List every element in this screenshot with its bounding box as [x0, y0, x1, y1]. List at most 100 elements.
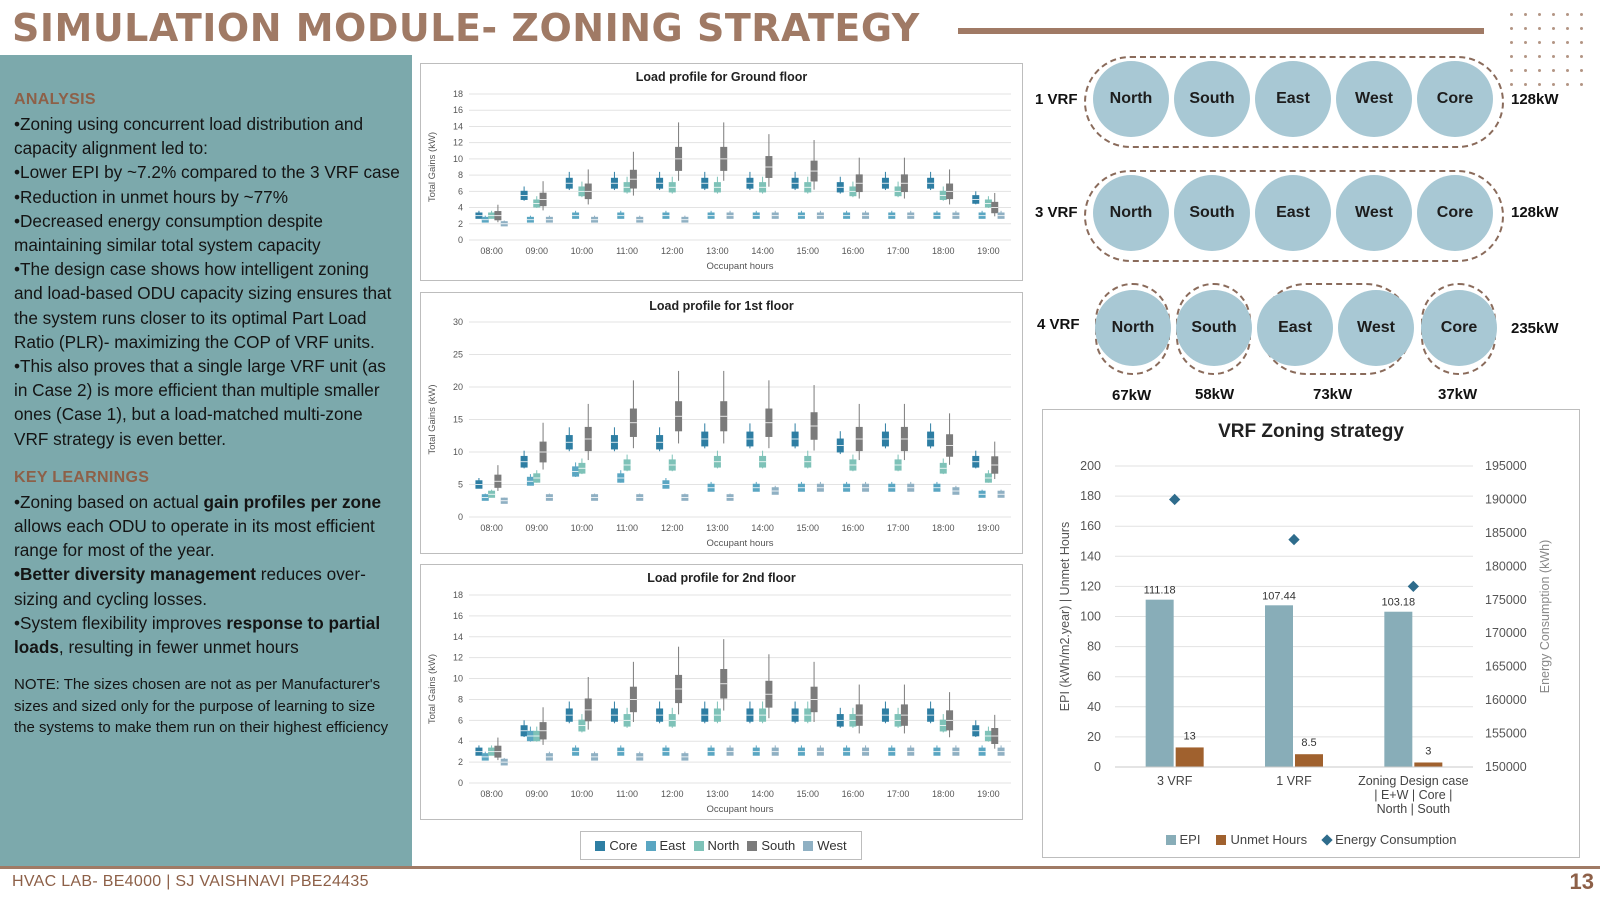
box-mark-east: [752, 745, 760, 756]
box-mark-core: [565, 171, 573, 191]
x-tick-label: 12:00: [661, 789, 684, 799]
legend-item-north: North: [693, 838, 739, 853]
box-mark-core: [610, 427, 618, 452]
box-mark-north: [488, 210, 496, 219]
box-mark-west: [545, 751, 553, 761]
box-mark-east: [843, 745, 851, 756]
energy-consumption-point: [1288, 533, 1300, 546]
box-mark-west: [907, 745, 915, 756]
box-mark-north: [578, 714, 586, 733]
zone-south: South: [1174, 175, 1250, 251]
y-tick-label: 12: [453, 653, 463, 663]
x-tick-label: 14:00: [751, 789, 774, 799]
box-mark-west: [500, 220, 508, 227]
x-tick-label: | E+W | Core |: [1374, 788, 1452, 802]
x-tick-label: 17:00: [887, 789, 910, 799]
decorative-dot: [1566, 41, 1569, 44]
key-learning-1: •Zoning based on actual gain profiles pe…: [14, 491, 382, 561]
box-mark-north: [623, 454, 631, 472]
y-tick-label: 0: [458, 235, 463, 245]
zone-west: West: [1336, 175, 1412, 251]
decorative-dot: [1538, 13, 1541, 16]
decorative-dot: [1538, 83, 1541, 86]
epi-data-label: 103.18: [1382, 597, 1416, 609]
zone-south: South: [1176, 290, 1252, 366]
box-mark-south: [720, 122, 728, 181]
decorative-dot: [1524, 13, 1527, 16]
box-mark-south: [855, 157, 863, 199]
footer-divider: [0, 866, 1600, 869]
box-mark-north: [849, 181, 857, 198]
decorative-dot: [1566, 55, 1569, 58]
box-mark-south: [765, 654, 773, 719]
decorative-dot: [1510, 83, 1513, 86]
box-mark-east: [572, 745, 580, 756]
box-mark-north: [668, 707, 676, 728]
box-mark-west: [997, 210, 1005, 219]
box-mark-core: [701, 701, 709, 724]
decorative-dot: [1510, 27, 1513, 30]
zone-core: Core: [1417, 175, 1493, 251]
x-tick-label: 12:00: [661, 246, 684, 256]
x-tick-label: 19:00: [977, 246, 1000, 256]
decorative-dot: [1524, 27, 1527, 30]
unmet-data-label: 3: [1425, 745, 1431, 757]
box-mark-south: [494, 737, 502, 761]
sizing-note: NOTE: The sizes chosen are not as per Ma…: [14, 676, 389, 737]
box-mark-west: [591, 751, 599, 761]
y-tick-label: 6: [458, 186, 463, 196]
box-mark-core: [565, 427, 573, 452]
box-mark-north: [759, 701, 767, 724]
box-mark-core: [656, 427, 664, 452]
y-tick-label: 8: [458, 694, 463, 704]
vrf-capacity: 235kW: [1511, 320, 1559, 337]
box-mark-north: [759, 450, 767, 469]
legend-swatch: [645, 840, 656, 851]
legend-item-east: East: [645, 838, 686, 853]
legend-item-west: West: [803, 838, 847, 853]
box-mark-east: [797, 481, 805, 492]
box-mark-east: [888, 210, 896, 219]
zone-south: South: [1174, 61, 1250, 137]
x-tick-label: 19:00: [977, 523, 1000, 533]
box-mark-east: [933, 745, 941, 756]
x-tick-label: North | South: [1377, 802, 1450, 816]
x-tick-label: 14:00: [751, 246, 774, 256]
box-mark-north: [578, 181, 586, 198]
x-axis-label: Occupant hours: [706, 804, 773, 815]
legend-label: South: [761, 838, 796, 853]
box-mark-core: [746, 423, 754, 449]
y-tick-label: 160: [1080, 519, 1101, 533]
x-tick-label: 15:00: [796, 789, 819, 799]
y2-tick-label: 195000: [1485, 459, 1527, 473]
box-mark-north: [668, 176, 676, 194]
box-mark-west: [636, 751, 644, 761]
box-mark-south: [810, 661, 818, 723]
box-mark-south: [494, 465, 502, 491]
legend-swatch: [1165, 834, 1176, 845]
box-mark-core: [836, 707, 844, 728]
x-tick-label: 09:00: [525, 523, 548, 533]
box-mark-south: [946, 692, 954, 738]
box-mark-north: [623, 707, 631, 728]
box-mark-south: [900, 403, 908, 461]
y-axis-label: EPI (kWh/m2.year) | Unmet Hours: [1058, 522, 1072, 711]
box-mark-core: [565, 701, 573, 724]
decorative-dot: [1510, 13, 1513, 16]
box-mark-core: [791, 171, 799, 191]
y2-tick-label: 155000: [1485, 727, 1527, 741]
legend-swatch: [1216, 834, 1227, 845]
analysis-bullet-1: •Zoning using concurrent load distributi…: [14, 114, 364, 159]
analysis-bullet-4: •Decreased energy consumption despite ma…: [14, 210, 323, 256]
box-mark-east: [978, 745, 986, 756]
box-mark-north: [488, 489, 496, 498]
box-mark-core: [520, 186, 528, 201]
chart-title: VRF Zoning strategy: [1218, 421, 1404, 442]
y-tick-label: 14: [453, 121, 463, 131]
box-mark-north: [984, 726, 992, 742]
box-mark-east: [617, 470, 625, 483]
epi-data-label: 111.18: [1144, 585, 1176, 597]
box-mark-west: [907, 210, 915, 219]
vrf-row-label: 3 VRF: [1035, 204, 1078, 221]
decorative-dot: [1566, 27, 1569, 30]
